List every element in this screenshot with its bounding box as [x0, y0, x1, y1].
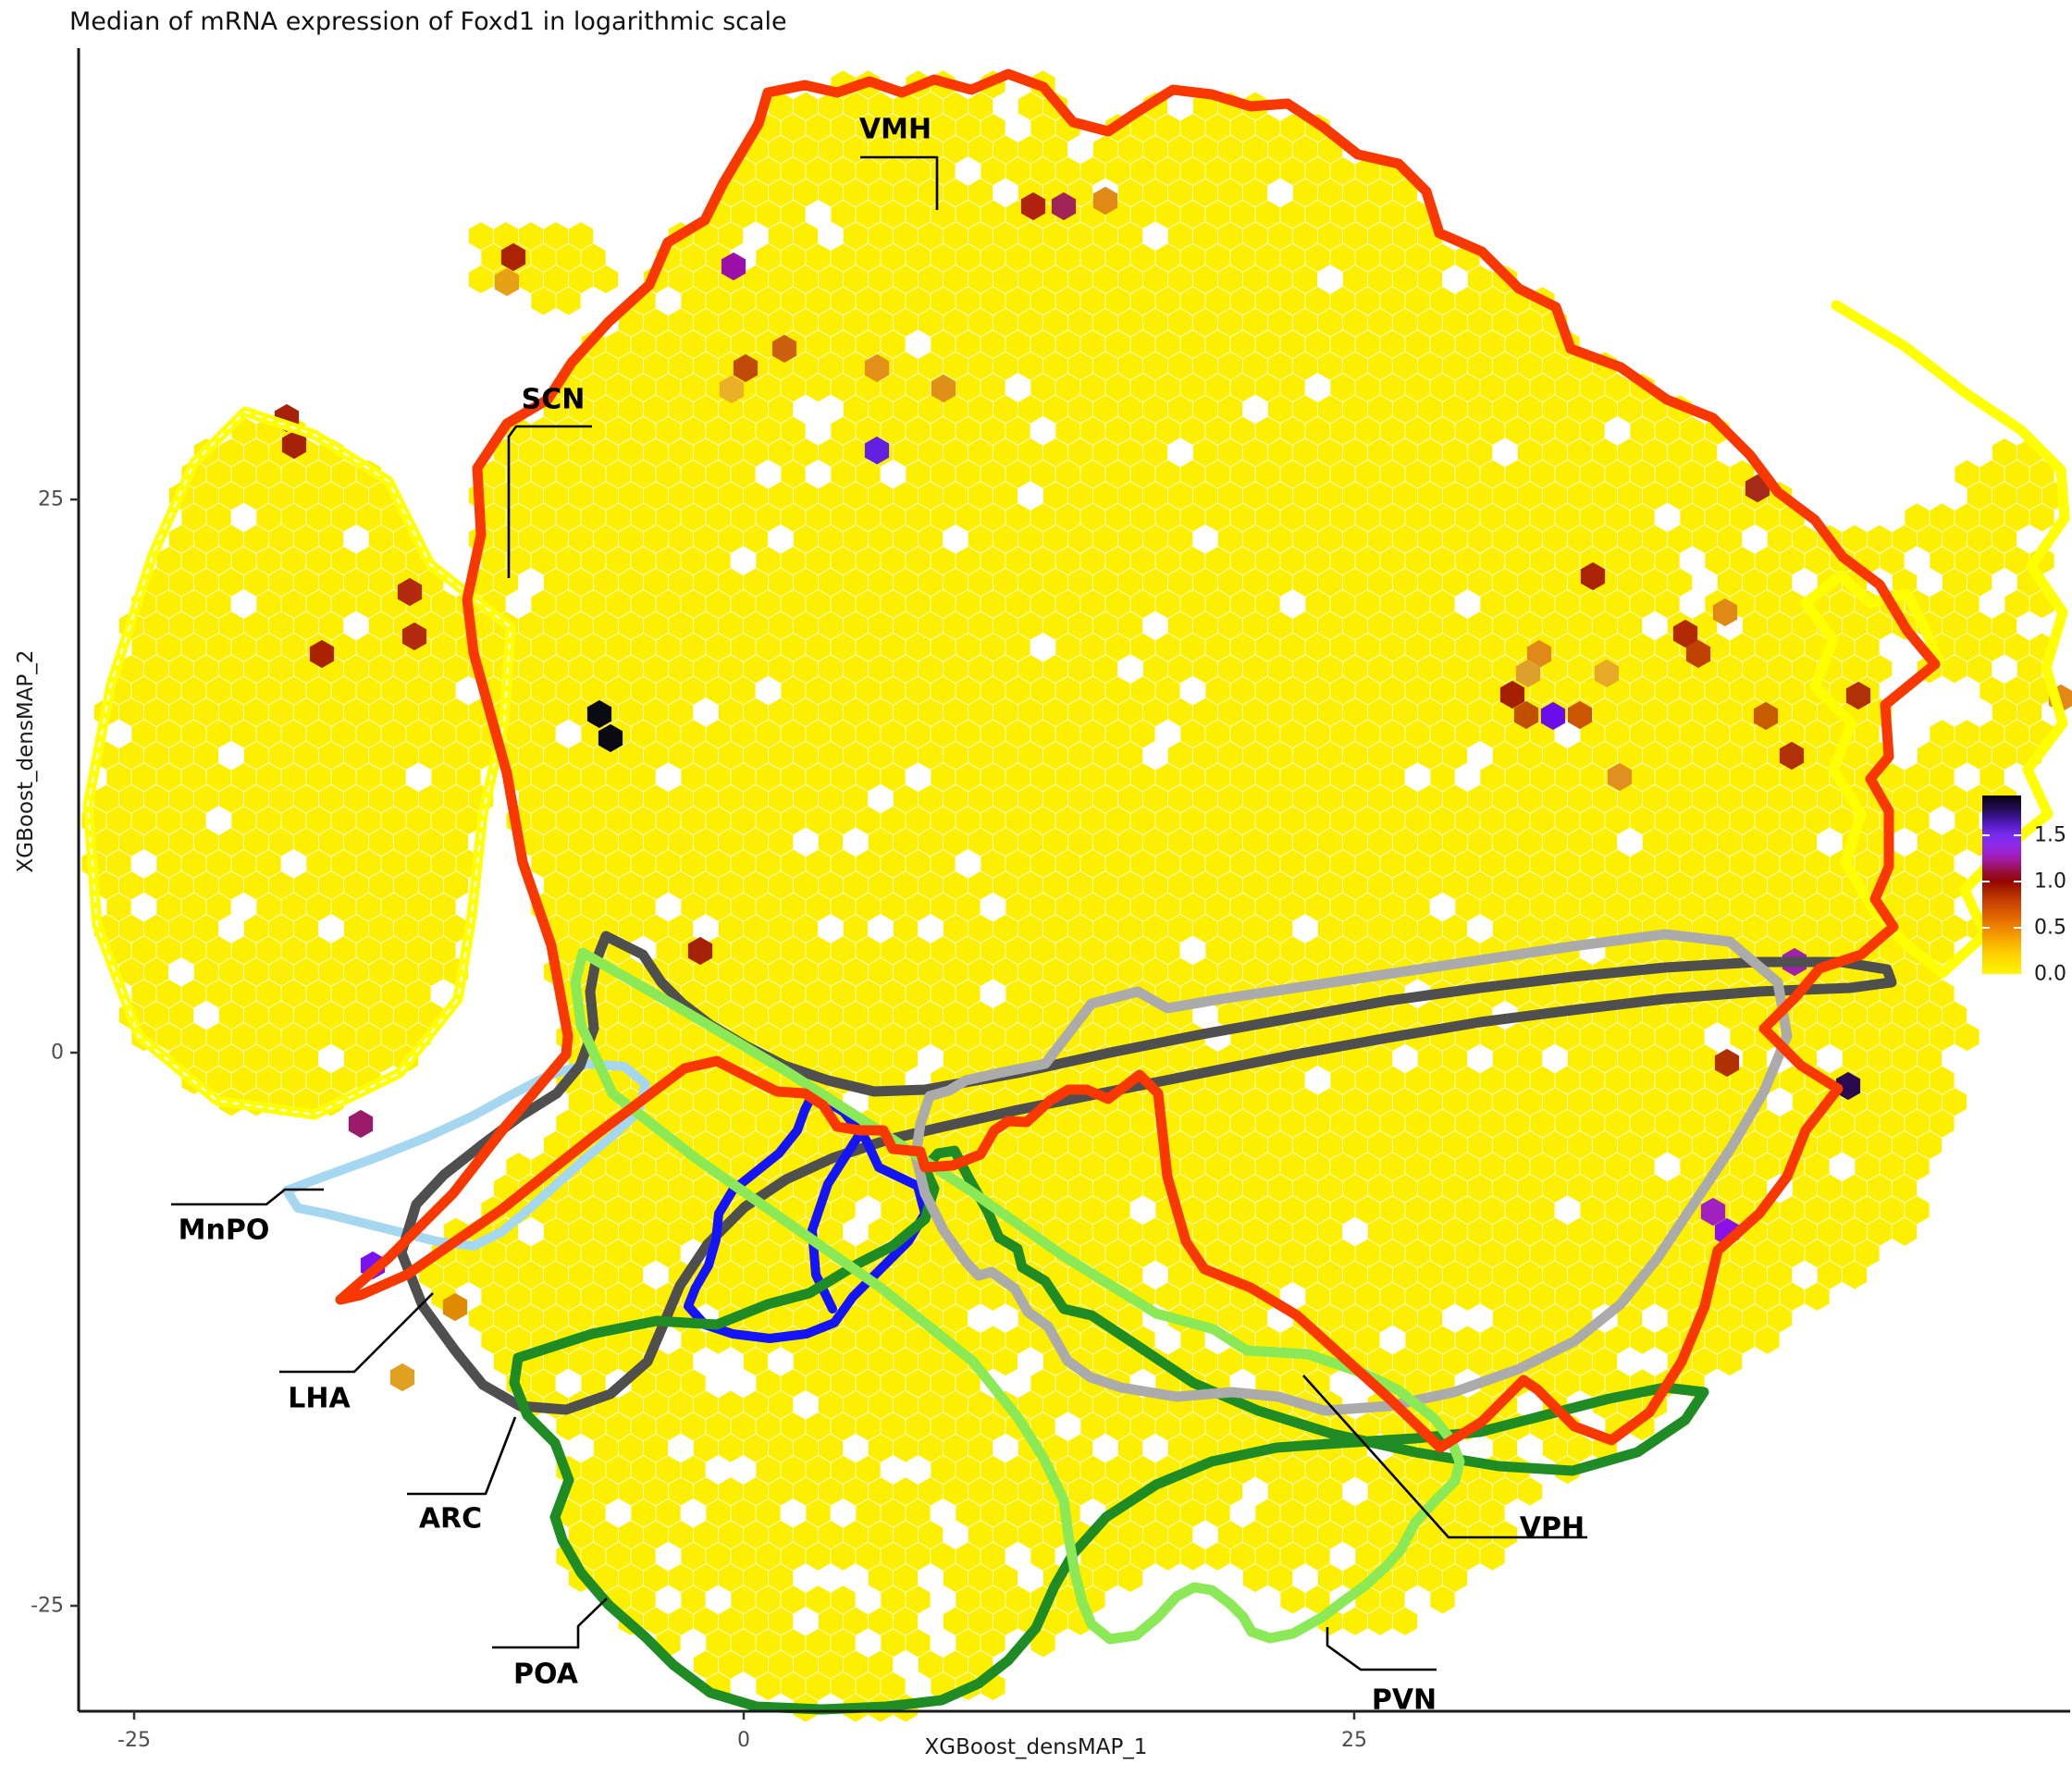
y-tick-label: -25 — [31, 1595, 64, 1618]
leader-line-PVN — [1326, 1627, 1437, 1671]
x-tick-label: -25 — [117, 1729, 151, 1752]
leader-line-VPH — [1302, 1375, 1587, 1539]
contour-VMH-outline — [335, 68, 1941, 1453]
contour-VPH-outline — [910, 929, 1793, 1416]
region-label-VMH: VMH — [859, 114, 931, 146]
plot-title: Median of mRNA expression of Foxd1 in lo… — [69, 7, 787, 36]
x-tick-label: 25 — [1341, 1729, 1367, 1752]
contour-MnPO-outline — [282, 1059, 650, 1251]
region-contours — [82, 68, 2070, 1715]
contour-PVN-outline — [570, 947, 1465, 1645]
leader-line-POA — [492, 1597, 608, 1649]
region-label-MnPO: MnPO — [179, 1215, 270, 1247]
contour-SCN-inner-loop — [684, 1089, 930, 1343]
x-axis-title: XGBoost_densMAP_1 — [924, 1735, 1148, 1759]
y-tick-label: 0 — [51, 1042, 64, 1065]
hex-cell-colored — [348, 1109, 374, 1139]
axes: -25 0 25 25 0 -25 — [31, 48, 2070, 1752]
leader-line-VMH — [860, 155, 939, 210]
leader-line-LHA — [279, 1292, 434, 1374]
colorbar-tick-label: 0.0 — [2034, 963, 2066, 986]
leader-line-MnPO — [171, 1188, 324, 1206]
region-label-SCN: SCN — [522, 384, 586, 416]
colorbar-tick-label: 1.0 — [2034, 870, 2066, 894]
contour-dash-overlay — [86, 410, 512, 1116]
contour-POA-ARC-outline — [509, 1145, 1709, 1715]
y-tick-label: 25 — [38, 488, 64, 512]
region-label-POA: POA — [513, 1659, 579, 1691]
y-axis-title: XGBoost_densMAP_2 — [14, 649, 38, 873]
leader-line-ARC — [407, 1416, 517, 1496]
colorbar-gradient — [1982, 796, 2021, 974]
hex-grid — [81, 70, 2067, 1722]
region-label-VPH: VPH — [1520, 1512, 1585, 1545]
contour-right-edge-outline — [1800, 300, 2070, 979]
leader-line-SCN — [507, 425, 592, 578]
hex-cell-colored — [389, 1363, 415, 1392]
x-tick-label: 0 — [737, 1729, 750, 1752]
colorbar-tick-label: 1.5 — [2034, 824, 2066, 847]
colorbar-legend: 1.5 1.0 0.5 0.0 — [1982, 796, 2066, 986]
colorbar-tick-label: 0.5 — [2034, 917, 2066, 940]
region-label-ARC: ARC — [419, 1503, 482, 1536]
region-label-LHA: LHA — [288, 1383, 351, 1415]
